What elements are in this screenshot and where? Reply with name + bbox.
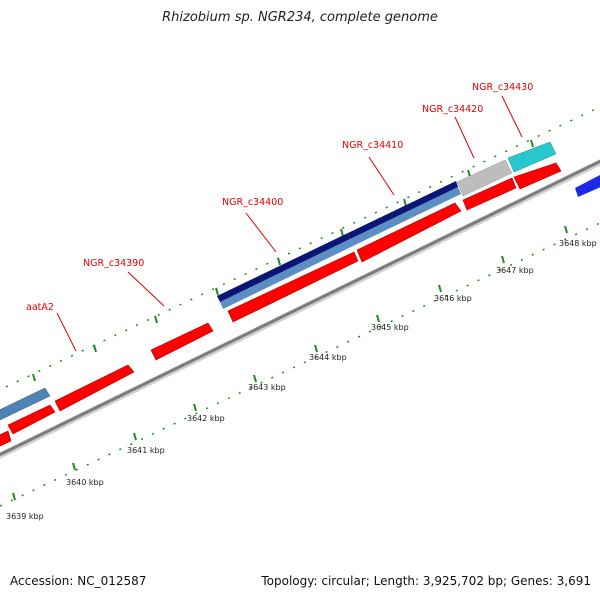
accession-text: Accession: NC_012587 (10, 574, 147, 588)
cds-arrow[interactable] (0, 430, 12, 447)
genome-summary-text: Topology: circular; Length: 3,925,702 bp… (261, 574, 591, 588)
cds-arrow[interactable] (150, 322, 214, 361)
gene-bar-ngr-c34400-dark[interactable] (217, 233, 350, 302)
cds-arrow[interactable] (7, 404, 56, 435)
gene-track (0, 141, 600, 421)
cds-arrow[interactable] (227, 251, 359, 323)
gene-label-ngr-c34390: NGR_c34390 (83, 258, 144, 269)
inner-major-ticks (12, 225, 568, 501)
gene-bar-ngr-c34420[interactable] (456, 159, 513, 197)
scale-label-3646: 3646 kbp (434, 294, 472, 303)
scale-label-3641: 3641 kbp (127, 446, 165, 455)
gene-bar-ngr-c34400-light[interactable] (220, 239, 353, 309)
outer-tick-ring (0, 106, 600, 391)
inner-tick-ring (0, 222, 600, 507)
gene-bar-left-steel[interactable] (0, 387, 51, 421)
gene-label-ngr-c34400: NGR_c34400 (222, 197, 283, 208)
cds-arrow[interactable] (54, 364, 135, 412)
scale-label-3644: 3644 kbp (309, 353, 347, 362)
gene-bar-ngr-c34430[interactable] (507, 141, 557, 173)
cds-arrow[interactable] (513, 162, 562, 190)
gene-label-ngr-c34430: NGR_c34430 (472, 82, 533, 93)
cds-arrow[interactable] (462, 177, 517, 211)
gene-bar-ngr-c34410-dark[interactable] (348, 181, 458, 239)
scale-label-3640: 3640 kbp (66, 478, 104, 487)
genome-backbone-core (0, 159, 600, 457)
scale-label-3642: 3642 kbp (187, 414, 225, 423)
gene-callouts (56, 95, 523, 352)
cds-arrow[interactable] (356, 202, 462, 263)
cds-track (0, 162, 562, 447)
scale-label-3647: 3647 kbp (496, 266, 534, 275)
gene-label-ngr-c34420: NGR_c34420 (422, 104, 483, 115)
gene-label-ngr-c34410: NGR_c34410 (342, 140, 403, 151)
map-title: Rhizobium sp. NGR234, complete genome (162, 10, 438, 25)
scale-label-3639: 3639 kbp (6, 512, 44, 521)
scale-label-3645: 3645 kbp (371, 323, 409, 332)
scale-label-3648: 3648 kbp (559, 239, 597, 248)
outer-major-ticks (32, 139, 534, 382)
gene-label-aatA2: aatA2 (26, 302, 54, 313)
gene-bar-ngr-c34410-light[interactable] (350, 187, 461, 246)
gene-bar-right-blue[interactable] (575, 175, 600, 197)
scale-label-3643: 3643 kbp (248, 383, 286, 392)
